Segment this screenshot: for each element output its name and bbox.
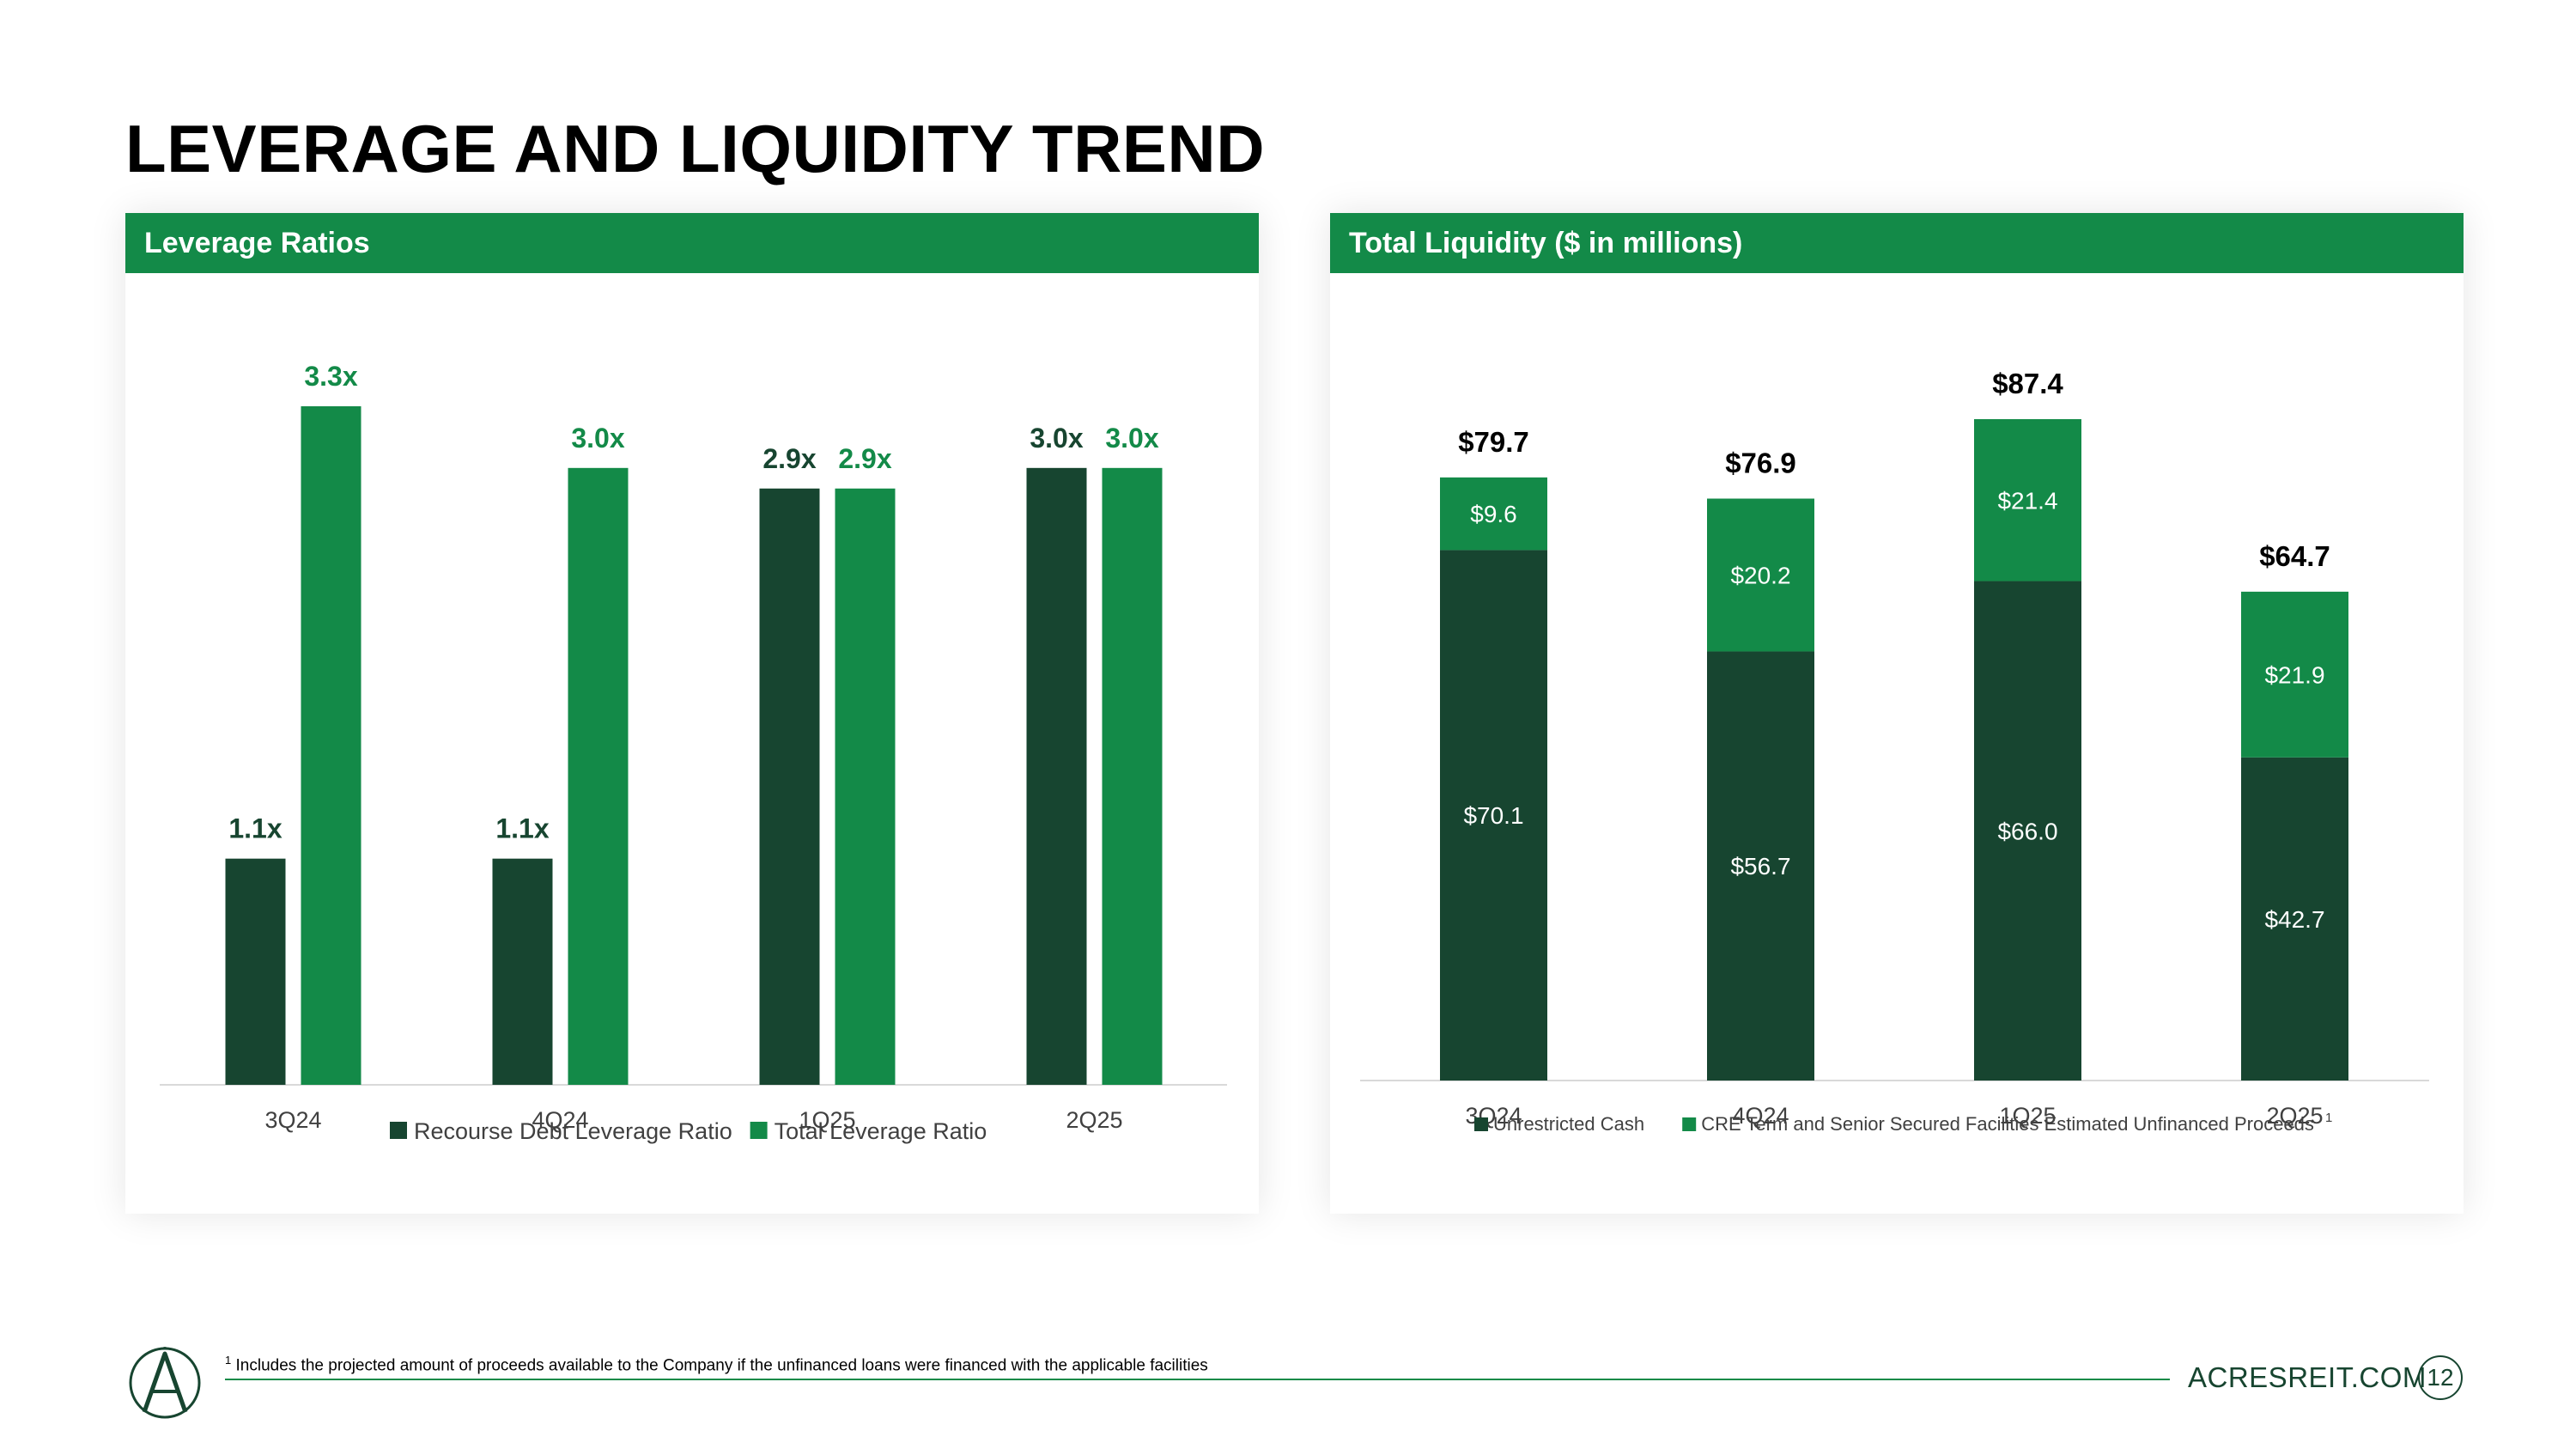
- page-title: LEVERAGE AND LIQUIDITY TREND: [125, 111, 1266, 186]
- bar-total-leverage-ratio-3q24: [301, 406, 361, 1085]
- x-tick-label-1q25: 1Q25: [1999, 1103, 2056, 1129]
- segment-label-unrestricted-cash-3q24: $70.1: [1463, 802, 1523, 829]
- footnote-marker: 1: [225, 1354, 232, 1367]
- acres-logo-icon: [129, 1347, 201, 1419]
- leverage-ratios-chart: 1.1x 3.3x 3Q24 1.1x 3.0x 4Q24 2.9x 2.9x 1Q25 3.0x…: [160, 361, 1227, 1144]
- bar-total-leverage-ratio-1q25: [835, 488, 896, 1085]
- x-tick-label-3q24: 3Q24: [264, 1107, 321, 1133]
- total-label-3q24: $79.7: [1458, 426, 1529, 458]
- bar-segment-cre-term-and-senior-secured-facilities-e-4q24: [1707, 498, 1814, 652]
- legend-swatch-total-leverage-ratio: [750, 1122, 768, 1139]
- footnote: 1 Includes the projected amount of proce…: [225, 1354, 1208, 1375]
- bar-total-leverage-ratio-2q25: [1102, 467, 1163, 1085]
- segment-label-unrestricted-cash-2q25: $42.7: [2264, 906, 2324, 933]
- data-label-total-leverage-ratio-4q24: 3.0x: [571, 423, 624, 454]
- total-liquidity-panel: Total Liquidity ($ in millions) $70.1 $9.…: [1330, 213, 2464, 1214]
- legend-swatch-unfinanced-proceeds: [1682, 1117, 1697, 1131]
- legend-label-unfinanced-proceeds: CRE Term and Senior Secured Facilities E…: [1701, 1113, 2314, 1135]
- legend-label-total-leverage-ratio: Total Leverage Ratio: [775, 1118, 987, 1144]
- data-label-total-leverage-ratio-3q24: 3.3x: [304, 361, 357, 392]
- page-number: 12: [2418, 1355, 2463, 1400]
- legend-swatch-unrestricted-cash: [1474, 1117, 1488, 1131]
- x-tick-label-1q25: 1Q25: [799, 1107, 855, 1133]
- legend-swatch-recourse-debt-leverage-ratio: [390, 1122, 407, 1139]
- total-liquidity-chart: $70.1$9.6$79.73Q24$56.7$20.2$76.94Q24$66…: [1360, 368, 2429, 1135]
- data-label-recourse-debt-leverage-ratio-2q25: 3.0x: [1030, 423, 1083, 454]
- segment-label-unfinanced-proceeds-1q25: $21.4: [1997, 487, 2057, 514]
- legend-label-recourse-debt-leverage-ratio: Recourse Debt Leverage Ratio: [414, 1118, 732, 1144]
- total-label-1q25: $87.4: [1992, 368, 2063, 399]
- bar-recourse-debt-leverage-ratio-3q24: [225, 858, 286, 1085]
- leverage-ratios-panel: Leverage Ratios 1.1x 3.3x 3Q24 1.1x 3.0x 4Q24…: [125, 213, 1259, 1214]
- bar-segment-unrestricted-cash-2q25: [2241, 757, 2348, 1081]
- segment-label-unrestricted-cash-4q24: $56.7: [1730, 853, 1790, 880]
- data-label-total-leverage-ratio-1q25: 2.9x: [838, 443, 891, 474]
- data-label-recourse-debt-leverage-ratio-1q25: 2.9x: [762, 443, 816, 474]
- x-tick-label-2q25: 2Q25: [2266, 1103, 2323, 1129]
- total-liquidity-header: Total Liquidity ($ in millions): [1330, 213, 2464, 273]
- footer-divider: [225, 1379, 2170, 1380]
- bar-recourse-debt-leverage-ratio-2q25: [1026, 467, 1087, 1085]
- bar-segment-unrestricted-cash-1q25: [1974, 581, 2081, 1081]
- data-label-recourse-debt-leverage-ratio-4q24: 1.1x: [495, 813, 549, 844]
- legend-footnote-marker: 1: [2325, 1111, 2332, 1125]
- data-label-total-leverage-ratio-2q25: 3.0x: [1105, 423, 1158, 454]
- bar-recourse-debt-leverage-ratio-4q24: [492, 858, 553, 1085]
- segment-label-unfinanced-proceeds-3q24: $9.6: [1470, 501, 1517, 527]
- website-link[interactable]: ACRESREIT.COM: [2188, 1361, 2427, 1393]
- segment-label-unfinanced-proceeds-4q24: $20.2: [1730, 562, 1790, 588]
- bar-segment-unrestricted-cash-3q24: [1440, 550, 1547, 1081]
- x-tick-label-4q24: 4Q24: [1732, 1103, 1789, 1129]
- segment-label-unrestricted-cash-1q25: $66.0: [1997, 818, 2057, 844]
- leverage-ratios-header: Leverage Ratios: [125, 213, 1259, 273]
- bar-segment-cre-term-and-senior-secured-facilities-e-1q25: [1974, 419, 2081, 581]
- bar-recourse-debt-leverage-ratio-1q25: [759, 488, 820, 1085]
- bar-total-leverage-ratio-4q24: [568, 467, 629, 1085]
- x-tick-label-2q25: 2Q25: [1066, 1107, 1122, 1133]
- footnote-text: Includes the projected amount of proceed…: [235, 1356, 1208, 1375]
- bar-segment-cre-term-and-senior-secured-facilities-e-3q24: [1440, 477, 1547, 551]
- x-tick-label-4q24: 4Q24: [532, 1107, 588, 1133]
- legend-label-unrestricted-cash: Unrestricted Cash: [1493, 1113, 1644, 1135]
- segment-label-unfinanced-proceeds-2q25: $21.9: [2264, 661, 2324, 688]
- total-label-4q24: $76.9: [1725, 447, 1796, 479]
- data-label-recourse-debt-leverage-ratio-3q24: 1.1x: [228, 813, 282, 844]
- bar-segment-unrestricted-cash-4q24: [1707, 651, 1814, 1081]
- bar-segment-cre-term-and-senior-secured-facilities-e-2q25: [2241, 591, 2348, 758]
- total-label-2q25: $64.7: [2259, 540, 2330, 572]
